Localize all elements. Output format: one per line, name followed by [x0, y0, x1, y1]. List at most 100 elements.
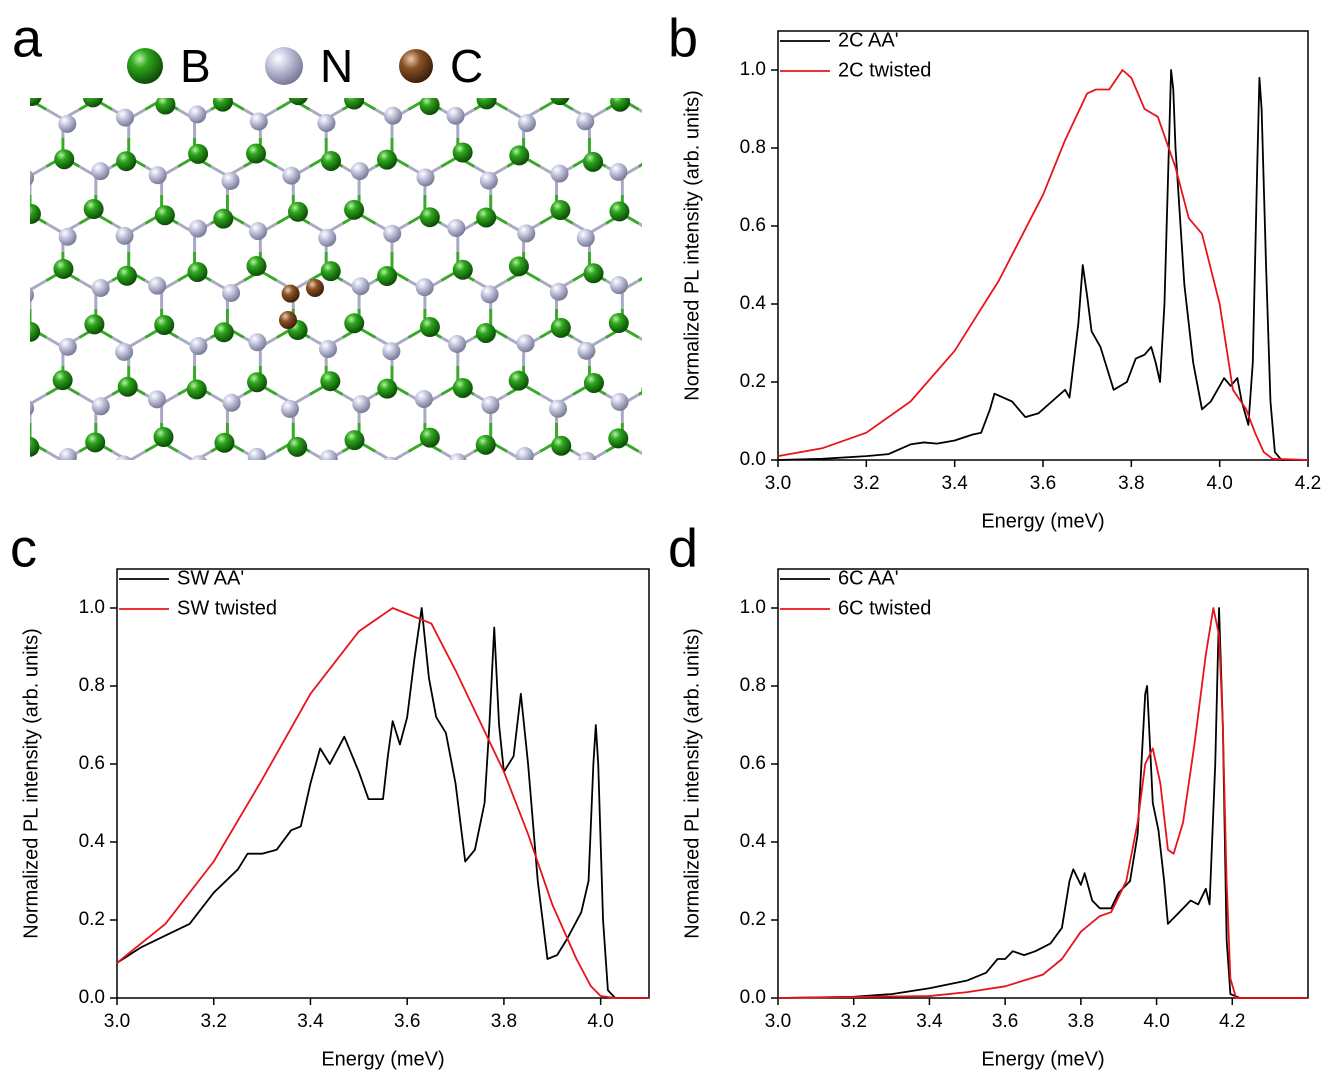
atom	[1275, 85, 1295, 105]
bond	[145, 670, 161, 680]
atom	[839, 228, 857, 246]
bond	[112, 43, 128, 53]
atom	[51, 603, 71, 623]
atom	[58, 796, 76, 814]
atom	[1046, 796, 1064, 814]
atom	[1103, 598, 1123, 618]
atom	[1042, 0, 1060, 16]
bond	[935, 851, 951, 861]
atom	[280, 512, 298, 530]
bond	[951, 281, 967, 291]
bond	[293, 737, 309, 747]
atom	[53, 258, 74, 279]
bond	[705, 566, 721, 576]
bond	[96, 784, 112, 794]
atom	[377, 378, 398, 399]
x-tick-label: 3.4	[916, 1011, 943, 1032]
atom	[1040, 836, 1060, 856]
bond	[1165, 224, 1181, 234]
bond	[1165, 680, 1181, 690]
atom	[913, 105, 931, 123]
atom	[1043, 370, 1063, 390]
atom	[550, 164, 569, 183]
bond	[738, 509, 754, 519]
bond	[129, 841, 145, 851]
bond	[1050, 680, 1066, 690]
bond	[441, 0, 457, 5]
atom	[383, 224, 402, 243]
bond	[984, 110, 1000, 120]
atom	[580, 675, 598, 693]
atom	[877, 314, 897, 334]
atom	[186, 494, 206, 514]
bond	[1215, 53, 1231, 63]
bond	[869, 214, 885, 224]
bond	[1149, 167, 1165, 177]
atom	[213, 208, 234, 229]
bond	[46, 841, 62, 851]
bond	[244, 499, 260, 509]
bond	[622, 784, 638, 794]
atom	[84, 314, 105, 335]
atom	[416, 168, 435, 187]
atom	[1104, 456, 1122, 474]
atom	[475, 322, 496, 343]
atom	[191, 793, 209, 811]
atom	[419, 777, 439, 797]
atom	[413, 741, 431, 759]
atom	[611, 0, 631, 1]
bond	[326, 841, 342, 851]
atom	[344, 199, 365, 220]
bond	[343, 851, 359, 861]
bond	[441, 841, 457, 851]
bond	[853, 224, 869, 234]
bond	[425, 784, 441, 794]
atom	[212, 98, 233, 112]
bond	[45, 108, 64, 121]
bond	[392, 794, 408, 804]
atom	[1042, 602, 1062, 622]
bond	[820, 395, 836, 405]
bond	[803, 281, 819, 291]
y-tick-label: 0.2	[79, 909, 105, 930]
bond	[145, 737, 161, 747]
bond	[1001, 100, 1017, 110]
atom	[1144, 315, 1164, 335]
x-tick-label: 4.0	[1143, 1011, 1169, 1032]
atom	[552, 662, 572, 682]
bond	[1231, 613, 1247, 623]
atom	[609, 53, 627, 71]
atom	[1236, 799, 1254, 817]
atom	[651, 0, 669, 10]
bond	[129, 727, 145, 737]
bond	[162, 509, 178, 519]
atom	[251, 1, 269, 19]
atom	[381, 568, 399, 586]
bond	[1264, 623, 1280, 633]
bond	[260, 0, 276, 5]
bond	[227, 851, 243, 861]
atom	[154, 314, 175, 335]
bond	[46, 0, 62, 5]
bond	[1100, 338, 1116, 348]
bond	[408, 623, 424, 633]
atom	[0, 568, 2, 586]
atom	[1008, 769, 1028, 789]
bond	[524, 613, 540, 623]
bond	[935, 214, 951, 224]
bond	[96, 623, 112, 633]
bond	[491, 737, 507, 747]
bond	[1281, 623, 1297, 633]
atom	[155, 98, 176, 115]
bond	[79, 509, 95, 519]
atom	[612, 628, 630, 646]
atom	[971, 567, 989, 585]
bond	[738, 167, 754, 177]
bond	[853, 157, 869, 167]
y-tick-label: 0.6	[740, 215, 766, 236]
bond	[639, 566, 655, 576]
bond	[1034, 43, 1050, 53]
bond	[507, 0, 523, 5]
atom	[873, 853, 891, 871]
atom	[1044, 228, 1062, 246]
